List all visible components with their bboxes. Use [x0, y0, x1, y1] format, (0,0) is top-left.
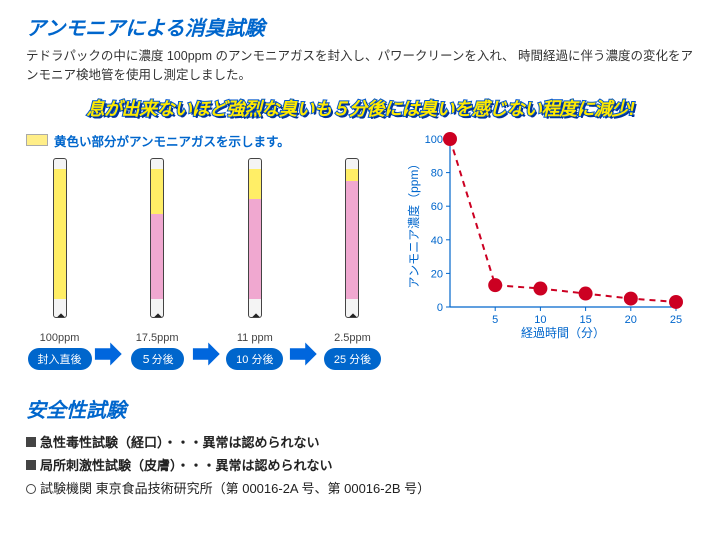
- ppm-label: 17.5ppm: [136, 332, 179, 344]
- time-pill: 25 分後: [324, 348, 381, 370]
- tube-column: 2.5ppm 25 分後: [319, 158, 386, 370]
- arrow-icon: [288, 338, 319, 370]
- svg-text:40: 40: [431, 234, 443, 246]
- svg-text:15: 15: [579, 314, 591, 326]
- legend-swatch: [26, 134, 48, 146]
- svg-text:アンモニア濃度（ppm）: アンモニア濃度（ppm）: [406, 157, 421, 288]
- legend: 黄色い部分がアンモニアガスを示します。: [26, 131, 386, 150]
- ammonia-chart: 0 20 40 60 80 100 5 10 15 20 25 アンモニア濃度（ppm） 経過時間（分）: [404, 131, 684, 341]
- svg-text:60: 60: [431, 201, 443, 213]
- tube-column: 11 ppm 10 分後: [221, 158, 288, 370]
- description: テドラパックの中に濃度 100ppm のアンモニアガスを封入し、パワークリーンを…: [26, 47, 695, 85]
- detector-tube: [53, 158, 67, 318]
- legend-text: 黄色い部分がアンモニアガスを示します。: [54, 131, 290, 150]
- detector-tube: [150, 158, 164, 318]
- safety-list: 急性毒性試験（経口）・・・異常は認められない局所刺激性試験（皮膚）・・・異常は認…: [26, 431, 695, 501]
- arrow-icon: [93, 338, 124, 370]
- tube-column: 17.5ppm ５分後: [124, 158, 191, 370]
- tubes-row: 100ppm 封入直後 17.5ppm ５分後 11 ppm 10 分後 2.5…: [26, 158, 386, 370]
- time-pill: 10 分後: [226, 348, 283, 370]
- tube-column: 100ppm 封入直後: [26, 158, 93, 370]
- safety-item: 急性毒性試験（経口）・・・異常は認められない: [26, 431, 695, 454]
- safety-item: 局所刺激性試験（皮膚）・・・異常は認められない: [26, 454, 695, 477]
- svg-text:5: 5: [492, 314, 498, 326]
- detector-tube: [248, 158, 262, 318]
- svg-text:100: 100: [425, 134, 443, 146]
- svg-text:20: 20: [625, 314, 637, 326]
- arrow-icon: [191, 338, 222, 370]
- svg-text:0: 0: [437, 302, 443, 314]
- svg-text:25: 25: [670, 314, 682, 326]
- svg-text:80: 80: [431, 167, 443, 179]
- highlight-banner: 息が出来ないほど強烈な臭いも５分後には臭いを感じない程度に減少!: [26, 95, 695, 121]
- detector-tube: [345, 158, 359, 318]
- institute-line: 試験機関 東京食品技術研究所（第 00016-2A 号、第 00016-2B 号…: [26, 477, 695, 500]
- section-title-2: 安全性試験: [26, 394, 695, 423]
- content-row: 黄色い部分がアンモニアガスを示します。 100ppm 封入直後 17.5ppm …: [26, 131, 695, 370]
- ppm-label: 11 ppm: [237, 332, 273, 344]
- time-pill: ５分後: [131, 348, 184, 370]
- tubes-panel: 黄色い部分がアンモニアガスを示します。 100ppm 封入直後 17.5ppm …: [26, 131, 386, 370]
- ppm-label: 100ppm: [40, 332, 80, 344]
- svg-text:20: 20: [431, 268, 443, 280]
- svg-text:10: 10: [534, 314, 546, 326]
- time-pill: 封入直後: [28, 348, 92, 370]
- chart-panel: 0 20 40 60 80 100 5 10 15 20 25 アンモニア濃度（ppm） 経過時間（分）: [404, 131, 684, 341]
- svg-text:経過時間（分）: 経過時間（分）: [521, 326, 605, 340]
- section-title-1: アンモニアによる消臭試験: [26, 12, 695, 41]
- ppm-label: 2.5ppm: [334, 332, 371, 344]
